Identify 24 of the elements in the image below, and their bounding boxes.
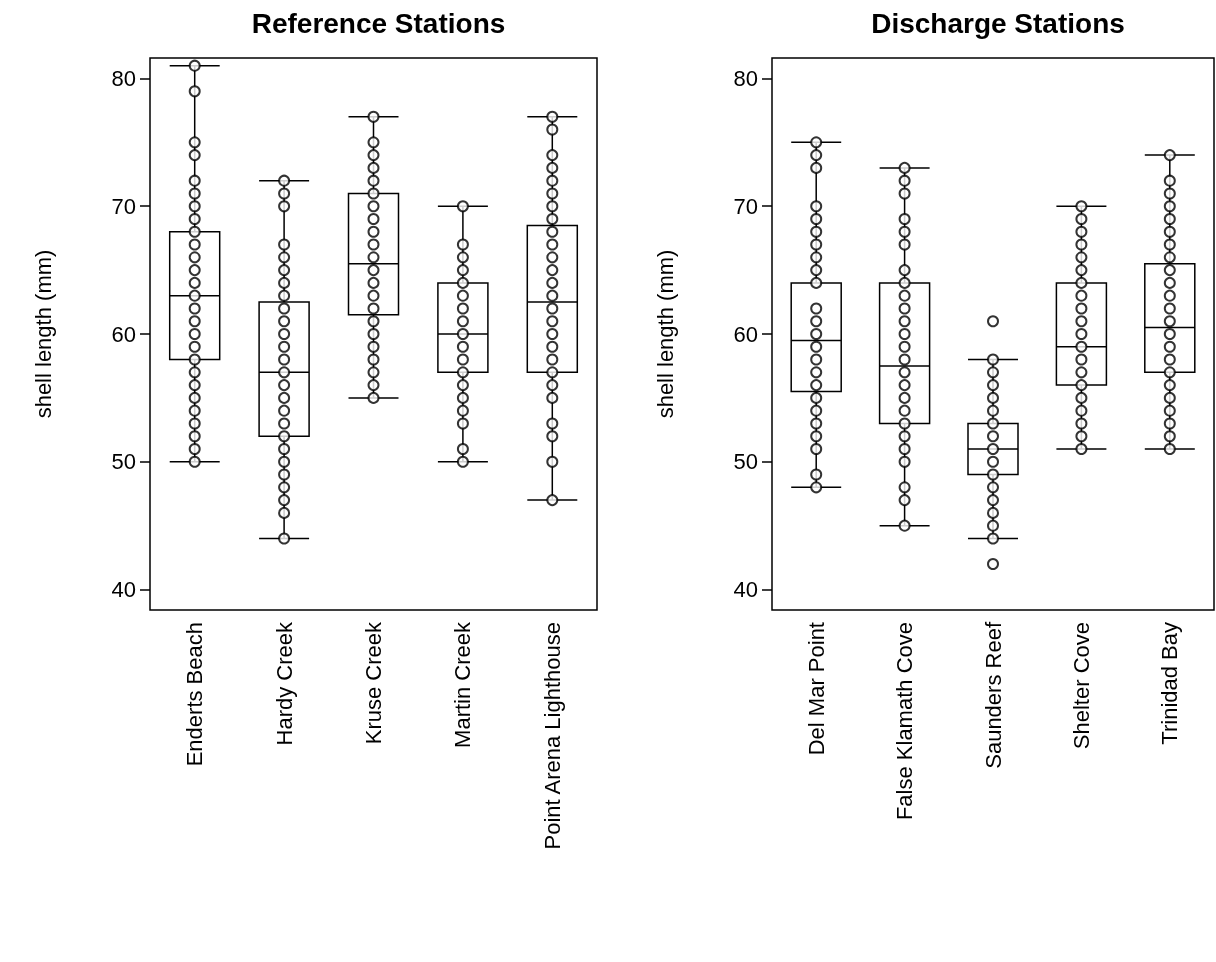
y-tick-label: 80 <box>111 65 136 91</box>
x-tick-label: Saunders Reef <box>980 621 1006 769</box>
y-tick-label: 50 <box>111 449 136 475</box>
x-tick-label: Kruse Creek <box>361 621 386 745</box>
y-tick-label: 60 <box>111 321 136 347</box>
x-tick-label: Point Arena Lighthouse <box>539 622 565 850</box>
y-tick-label: 60 <box>733 321 758 347</box>
y-tick-label: 40 <box>111 577 136 603</box>
y-tick-label: 70 <box>733 193 758 219</box>
x-tick-label: Martin Creek <box>450 621 476 748</box>
x-tick-label: Hardy Creek <box>271 621 297 746</box>
x-tick-label: Trinidad Bay <box>1157 622 1183 745</box>
x-tick-label: Shelter Cove <box>1068 622 1094 750</box>
y-tick-label: 40 <box>733 577 758 603</box>
x-tick-label: Enderts Beach <box>182 622 208 767</box>
x-tick-label: Del Mar Point <box>803 622 829 756</box>
y-axis-title: shell length (mm) <box>652 249 678 419</box>
chart-title: Discharge Stations <box>871 7 1125 39</box>
y-axis-title: shell length (mm) <box>30 249 56 419</box>
y-tick-label: 80 <box>733 65 758 91</box>
y-tick-label: 70 <box>111 193 136 219</box>
y-tick-label: 50 <box>733 449 758 475</box>
chart-title: Reference Stations <box>251 7 506 39</box>
x-tick-label: False Klamath Cove <box>892 622 918 821</box>
